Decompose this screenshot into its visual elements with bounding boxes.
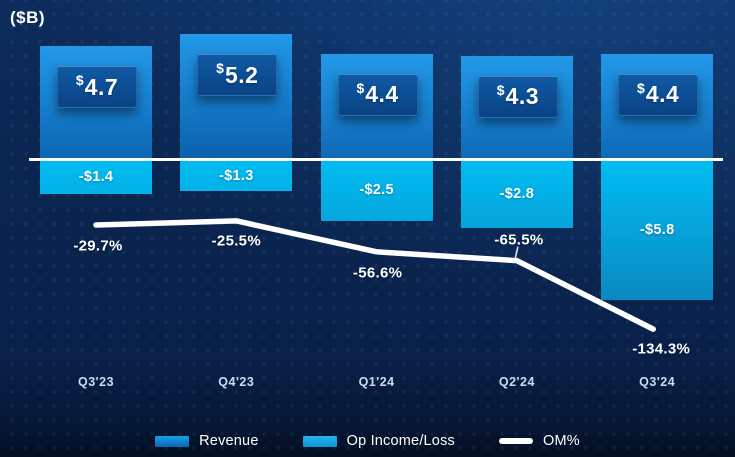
zero-baseline — [29, 157, 723, 161]
x-axis-label: Q1'24 — [358, 375, 395, 389]
legend-label-op-income: Op Income/Loss — [346, 433, 455, 449]
revenue-swatch-icon — [155, 435, 190, 447]
currency-symbol: $ — [356, 79, 365, 96]
op-income-value-label: -$5.8 — [639, 222, 675, 239]
legend-item-revenue: Revenue — [155, 433, 258, 449]
legend-label-revenue: Revenue — [199, 433, 259, 449]
revenue-value-badge: $4.4 — [618, 73, 699, 116]
currency-symbol: $ — [496, 81, 505, 98]
legend-label-om: OM% — [542, 433, 580, 449]
revenue-value-badge: $4.3 — [477, 75, 558, 118]
revenue-value-badge: $4.4 — [337, 73, 418, 116]
op-income-bar: -$1.4 — [40, 160, 152, 194]
om-percent-label: -29.7% — [73, 237, 123, 255]
op-income-value-label: -$1.3 — [219, 167, 254, 184]
op-income-bar: -$1.3 — [180, 160, 293, 192]
op-income-bar: -$5.8 — [601, 160, 714, 301]
om-line-swatch-icon — [498, 438, 533, 444]
om-percent-label: -56.6% — [352, 264, 403, 282]
om-leader-line — [514, 246, 519, 258]
legend-item-op-income: Op Income/Loss — [302, 433, 455, 449]
om-percent-label: -134.3% — [632, 340, 691, 358]
currency-symbol: $ — [637, 79, 645, 96]
x-axis-label: Q4'23 — [218, 375, 255, 389]
units-label: ($B) — [10, 8, 46, 27]
op-income-value-label: -$1.4 — [78, 168, 114, 185]
revenue-value: 4.3 — [505, 83, 540, 110]
om-percent-label: -25.5% — [211, 232, 261, 250]
om-percent-label: -65.5% — [494, 231, 544, 249]
op-income-swatch-icon — [302, 435, 337, 447]
op-income-bar: -$2.5 — [320, 160, 433, 221]
legend-item-om: OM% — [498, 433, 580, 449]
revenue-value: 4.4 — [645, 81, 680, 108]
currency-symbol: $ — [75, 72, 84, 89]
revenue-value: 5.2 — [224, 61, 259, 88]
x-axis-label: Q3'23 — [77, 375, 115, 389]
revenue-bar — [180, 34, 293, 160]
revenue-value-badge: $5.2 — [197, 54, 278, 97]
legend: Revenue Op Income/Loss OM% — [0, 431, 735, 451]
revenue-value: 4.7 — [84, 73, 119, 100]
op-income-value-label: -$2.8 — [499, 185, 535, 202]
op-income-value-label: -$2.5 — [359, 182, 394, 199]
currency-symbol: $ — [216, 60, 224, 77]
revenue-value: 4.4 — [365, 81, 399, 108]
op-income-bar: -$2.8 — [460, 160, 573, 228]
revenue-value-badge: $4.7 — [57, 66, 137, 109]
x-axis-label: Q2'24 — [498, 375, 535, 389]
x-axis-label: Q3'24 — [639, 375, 676, 389]
